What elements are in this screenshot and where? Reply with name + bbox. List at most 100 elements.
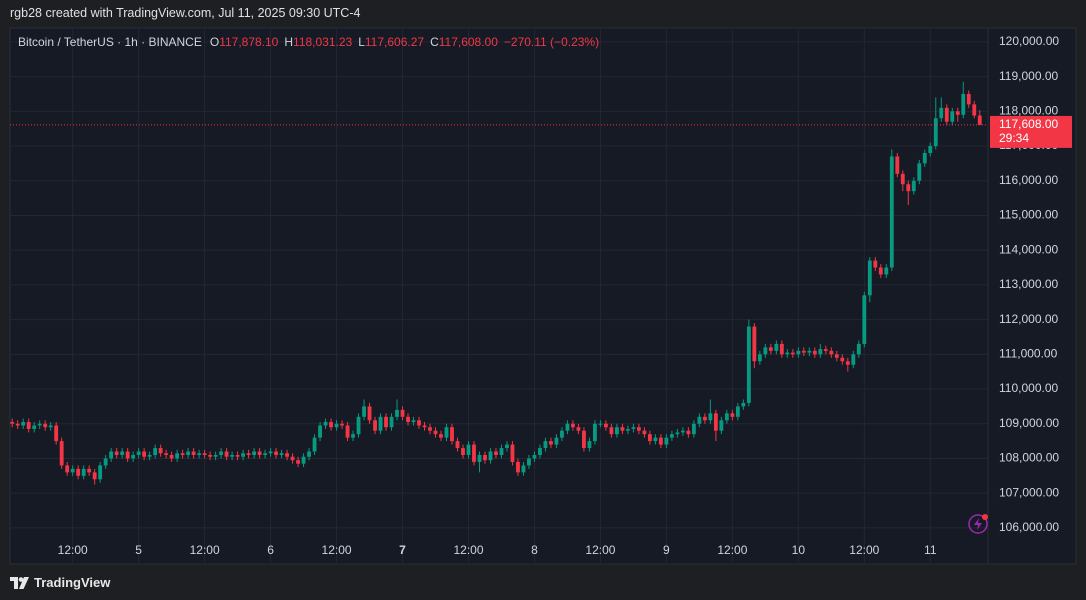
candle-body: [532, 454, 537, 459]
y-tick-label: 106,000.00: [999, 520, 1059, 534]
candle-body: [856, 343, 861, 355]
candle-body: [10, 422, 15, 424]
candle-body: [329, 422, 333, 428]
candle-body: [609, 427, 614, 435]
candle-body: [675, 432, 680, 435]
candle-body: [323, 422, 328, 426]
candle-body: [384, 416, 388, 428]
candle-body: [713, 413, 718, 431]
candle-body: [653, 437, 658, 442]
candle-body: [433, 430, 438, 435]
last-price-label: 117,608.00: [999, 117, 1058, 131]
candle-body: [796, 350, 801, 355]
candle-body: [494, 451, 498, 455]
candle-body: [362, 406, 366, 417]
alert-icon[interactable]: [968, 514, 988, 534]
candle-body: [334, 423, 339, 428]
candle-body: [26, 422, 31, 429]
candle-body: [164, 453, 169, 455]
y-tick-label: 109,000.00: [999, 416, 1059, 430]
candle-body: [169, 454, 174, 459]
candle-body: [246, 453, 251, 455]
candle-body: [114, 451, 119, 455]
candle-body: [571, 423, 575, 428]
candle-body: [466, 444, 471, 455]
candle-body: [801, 350, 806, 353]
candle-body: [301, 456, 306, 464]
candle-body: [43, 423, 48, 428]
candle-body: [378, 416, 383, 431]
candle-body: [290, 456, 295, 461]
candle-body: [70, 468, 75, 473]
candle-body: [939, 107, 944, 119]
candle-body: [197, 453, 202, 455]
candle-body: [395, 409, 399, 417]
symbol-legend: Bitcoin / TetherUS · 1h · BINANCE O 117,87…: [18, 35, 599, 49]
y-tick-label: 114,000.00: [999, 242, 1058, 256]
candle-body: [845, 361, 850, 365]
candle-body: [697, 416, 702, 424]
x-tick-label: 12:00: [322, 543, 352, 557]
candle-body: [636, 427, 641, 431]
y-tick-label: 108,000.00: [999, 451, 1059, 465]
candle-body: [208, 454, 213, 457]
candle-body: [977, 115, 982, 125]
candle-body: [900, 173, 905, 185]
candle-body: [614, 427, 619, 435]
candle-body: [21, 422, 26, 426]
candle-body: [752, 326, 757, 362]
x-tick-label: 12:00: [849, 543, 879, 557]
candle-body: [367, 406, 372, 421]
candle-body: [312, 437, 317, 452]
candle-body: [428, 427, 432, 431]
candle-body: [351, 434, 355, 438]
symbol-name: Bitcoin / TetherUS · 1h · BINANCE: [18, 35, 202, 49]
candle-body: [81, 468, 86, 476]
x-day-label: 10: [792, 543, 806, 557]
candle-body: [873, 260, 878, 268]
ohlc-value: 118,031.23: [293, 35, 353, 49]
candle-body: [878, 267, 883, 275]
candle-body: [774, 343, 779, 351]
y-tick-label: 118,000.00: [999, 103, 1058, 117]
candle-body: [15, 423, 20, 426]
ohlc-key: L: [358, 35, 365, 49]
candle-body: [625, 428, 630, 431]
candle-body: [158, 448, 163, 454]
candle-body: [763, 347, 768, 355]
y-tick-label: 120,000.00: [999, 34, 1059, 48]
candle-body: [647, 434, 652, 442]
candle-body: [499, 448, 504, 455]
candle-body: [219, 451, 224, 455]
candle-body: [598, 423, 603, 425]
candle-body: [840, 357, 845, 362]
candle-body: [296, 460, 300, 464]
candle-body: [950, 111, 955, 122]
candle-body: [851, 354, 856, 365]
candle-body: [92, 472, 97, 480]
candle-body: [131, 454, 136, 459]
candle-body: [884, 267, 889, 275]
ohlc-key: C: [430, 35, 439, 49]
candle-body: [268, 451, 273, 454]
candle-body: [274, 451, 279, 455]
candle-body: [213, 454, 218, 457]
brand[interactable]: TradingView: [10, 575, 110, 590]
candle-body: [955, 111, 960, 115]
x-day-label: 8: [531, 543, 538, 557]
brand-logo: [10, 576, 29, 589]
brand-name: TradingView: [34, 575, 111, 590]
candle-body: [230, 454, 235, 457]
candle-body: [439, 434, 443, 438]
candle-body: [757, 354, 762, 362]
candle-body: [32, 425, 37, 429]
candle-body: [54, 425, 59, 442]
candle-body: [620, 427, 625, 431]
y-tick-label: 112,000.00: [999, 312, 1058, 326]
candle-body: [730, 413, 735, 417]
candle-body: [906, 184, 911, 192]
candle-body: [307, 451, 311, 457]
candle-body: [455, 441, 460, 449]
candle-body: [411, 420, 416, 423]
candle-body: [285, 453, 289, 457]
